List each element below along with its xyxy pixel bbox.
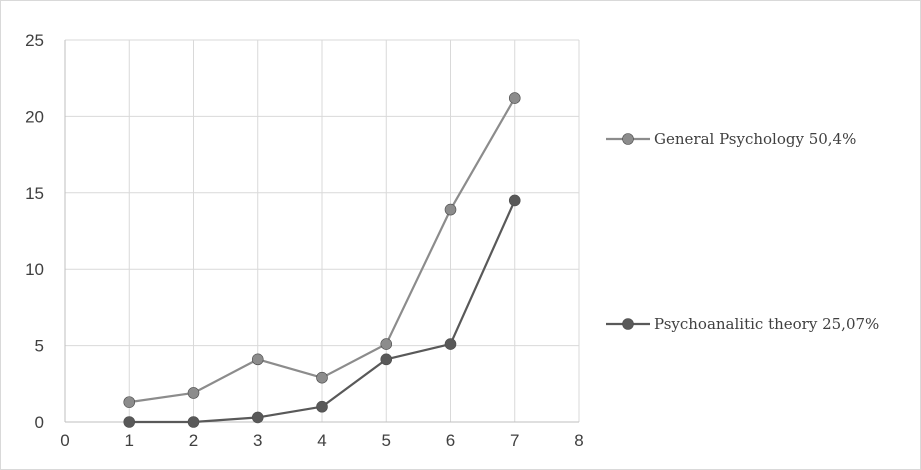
x-tick-label: 8 [574,431,583,450]
x-tick-label: 1 [125,431,134,450]
data-point [444,203,457,216]
y-axis-tick-labels: 0 5 10 15 20 25 [25,31,44,432]
data-point [508,92,521,104]
y-tick-label: 0 [35,413,44,432]
data-point [380,353,393,366]
legend-item-1: General Psychology 50,4% [606,130,856,148]
series-2 [123,194,521,428]
grid-lines [65,39,580,422]
series-1 [123,92,521,408]
legend-marker [622,133,634,145]
data-point [123,396,136,408]
data-point [316,371,328,384]
legend-label: Psychoanalitic theory 25,07% [654,315,879,333]
x-tick-label: 0 [60,431,69,450]
data-point [380,338,393,350]
x-axis-tick-labels: 0 1 2 3 4 5 6 7 8 [60,431,583,450]
y-tick-label: 15 [25,184,44,203]
data-point [251,411,264,424]
data-point [123,416,136,428]
legend: General Psychology 50,4% Psychoanalitic t… [606,130,879,333]
x-tick-label: 6 [446,431,455,450]
data-point [187,416,200,428]
data-point [444,338,457,350]
legend-label: General Psychology 50,4% [654,130,856,148]
x-tick-label: 2 [189,431,198,450]
legend-marker [622,318,634,330]
y-tick-label: 10 [25,260,44,279]
y-tick-label: 5 [35,337,44,356]
data-point [316,400,328,413]
y-tick-label: 20 [25,107,44,126]
x-tick-label: 5 [382,431,391,450]
data-point [251,353,264,366]
x-tick-label: 4 [317,431,326,450]
x-tick-label: 7 [510,431,519,450]
x-tick-label: 3 [253,431,262,450]
data-point [187,387,200,399]
y-tick-label: 25 [25,31,44,50]
legend-item-2: Psychoanalitic theory 25,07% [606,315,879,333]
data-point [508,194,521,207]
series-group [123,92,521,428]
